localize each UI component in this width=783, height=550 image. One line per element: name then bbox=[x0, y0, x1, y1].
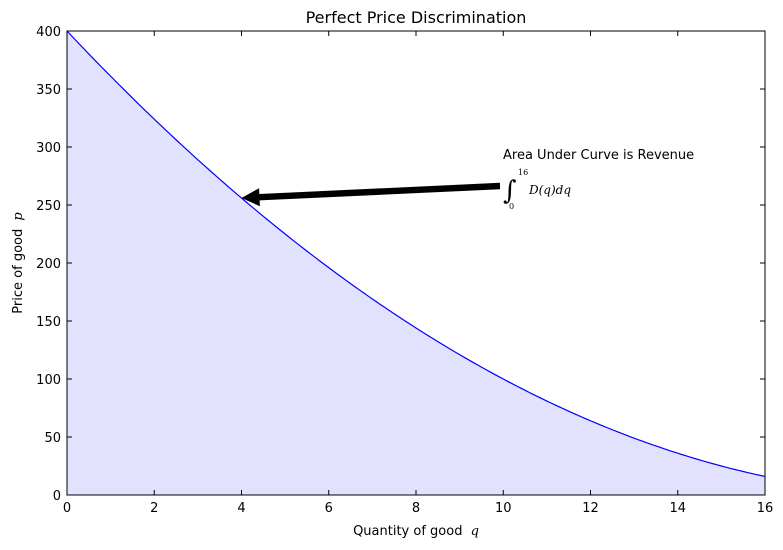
y-axis-label: Price of good p bbox=[11, 212, 26, 314]
annotation-text: Area Under Curve is Revenue bbox=[503, 148, 694, 163]
y-tick-label: 250 bbox=[36, 199, 61, 214]
annotation-arrow bbox=[241, 182, 501, 207]
integral-lower-limit: 0 bbox=[509, 202, 514, 211]
demand-curve bbox=[66, 30, 766, 478]
x-tick-label: 10 bbox=[495, 501, 512, 516]
x-axis-label-symbol: q bbox=[471, 524, 479, 539]
x-tick-label: 16 bbox=[757, 501, 774, 516]
x-axis-label-text: Quantity of good bbox=[353, 524, 462, 539]
x-tick-label: 2 bbox=[150, 501, 158, 516]
integral-upper-limit: 16 bbox=[518, 168, 528, 177]
y-tick-label: 0 bbox=[53, 489, 61, 504]
x-tick-label: 8 bbox=[412, 501, 420, 516]
y-axis-label-symbol: p bbox=[11, 212, 26, 221]
ticks: 0 2 4 6 8 10 12 14 16 0 50 100 150 200 250 300 350 400 bbox=[36, 25, 773, 516]
chart-title: Perfect Price Discrimination bbox=[306, 8, 527, 27]
integral-sign: ∫ bbox=[503, 176, 517, 206]
x-tick-label: 6 bbox=[325, 501, 333, 516]
x-axis-label: Quantity of good q bbox=[353, 524, 479, 539]
y-tick-label: 100 bbox=[36, 373, 61, 388]
revenue-area-shape bbox=[67, 31, 765, 495]
annotation: Area Under Curve is Revenue ∫ 16 0 D(q)d… bbox=[241, 148, 694, 211]
y-tick-label: 350 bbox=[36, 83, 61, 98]
revenue-area bbox=[67, 31, 765, 495]
y-axis-label-text: Price of good bbox=[11, 229, 26, 314]
y-tick-label: 200 bbox=[36, 257, 61, 272]
x-tick-label: 14 bbox=[669, 501, 686, 516]
y-tick-label: 300 bbox=[36, 141, 61, 156]
integrand: D(q)dq bbox=[528, 183, 571, 197]
y-tick-label: 150 bbox=[36, 315, 61, 330]
y-tick-label: 50 bbox=[44, 431, 61, 446]
y-tick-label: 400 bbox=[36, 25, 61, 40]
x-tick-label: 12 bbox=[582, 501, 599, 516]
x-tick-label: 4 bbox=[237, 501, 245, 516]
x-tick-label: 0 bbox=[63, 501, 71, 516]
demand-curve-line bbox=[66, 30, 766, 478]
